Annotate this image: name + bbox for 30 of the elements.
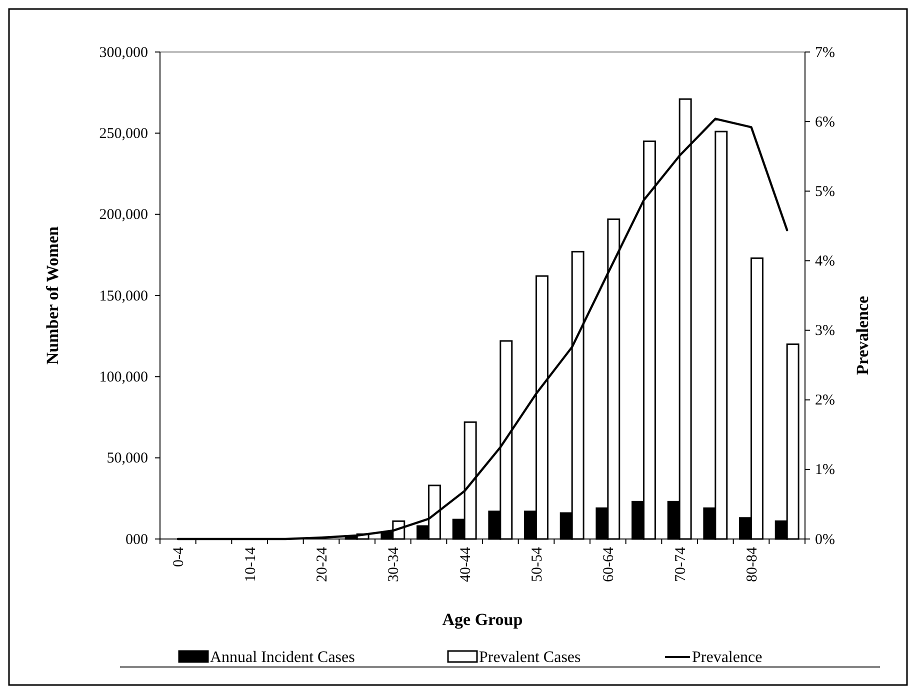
x-axis-title: Age Group	[442, 610, 523, 629]
y2-tick-label: 2%	[815, 392, 835, 409]
x-tick-label: 10-14	[242, 546, 259, 582]
y2-tick-label: 6%	[815, 114, 835, 130]
legend-label: Annual Incident Cases	[210, 649, 355, 666]
x-tick-label: 80-84	[744, 546, 760, 582]
x-tick-label: 60-64	[601, 546, 618, 582]
x-tick-label: 20-24	[314, 546, 330, 582]
y-tick-label: 200,000	[99, 207, 148, 224]
y2-tick-label: 1%	[815, 462, 835, 478]
y2-tick-label: 0%	[815, 532, 835, 548]
y-tick-label: 300,000	[99, 44, 148, 61]
legend-label: Prevalence	[692, 649, 762, 666]
legend-label: Prevalent Cases	[479, 649, 581, 666]
x-tick-label: 50-54	[530, 546, 546, 582]
y2-tick-label: 3%	[815, 323, 835, 340]
y-tick-label: 150,000	[99, 288, 148, 304]
y-tick-label: 100,000	[99, 369, 148, 386]
y2-axis-title: Prevalence	[853, 296, 872, 375]
x-tick-label: 0-4	[171, 546, 188, 567]
y-tick-label: 50,000	[106, 450, 148, 467]
x-tick-label: 30-34	[386, 546, 402, 582]
y2-tick-label: 7%	[815, 44, 835, 61]
y-axis-title: Number of Women	[43, 226, 62, 365]
x-tick-label: 40-44	[458, 546, 474, 582]
y-tick-label: 000	[126, 532, 148, 548]
x-tick-label: 70-74	[672, 546, 689, 582]
y2-tick-label: 5%	[815, 184, 835, 200]
y-tick-label: 250,000	[99, 126, 148, 142]
y2-tick-label: 4%	[815, 254, 835, 270]
